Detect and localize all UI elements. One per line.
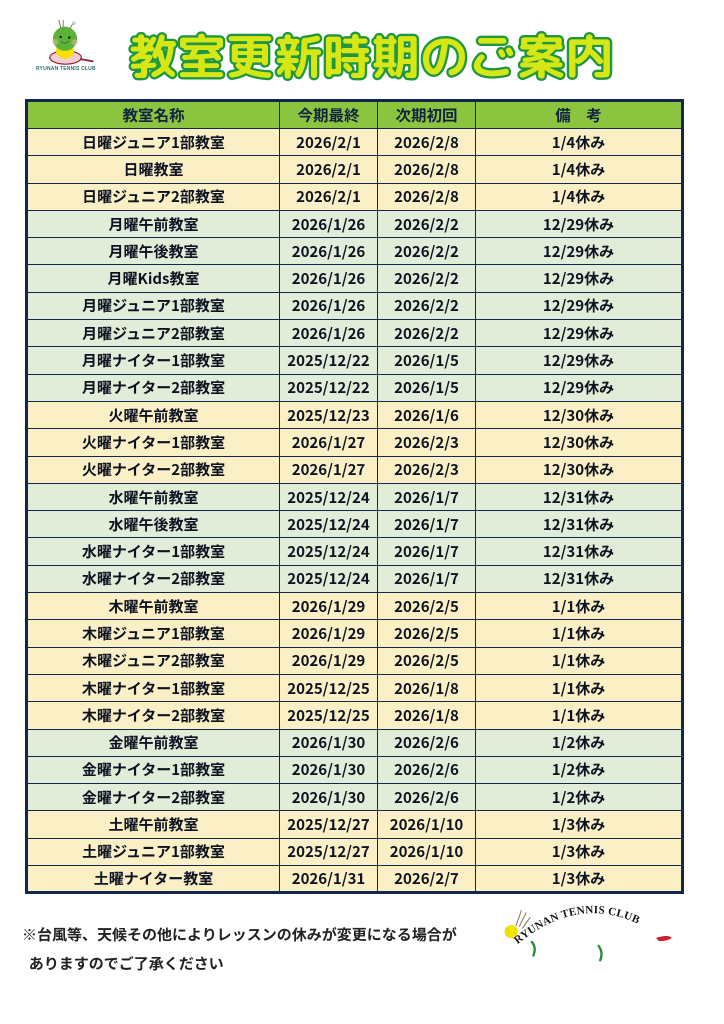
svg-text:RYUNAN TENNIS CLUB: RYUNAN TENNIS CLUB: [512, 905, 642, 947]
